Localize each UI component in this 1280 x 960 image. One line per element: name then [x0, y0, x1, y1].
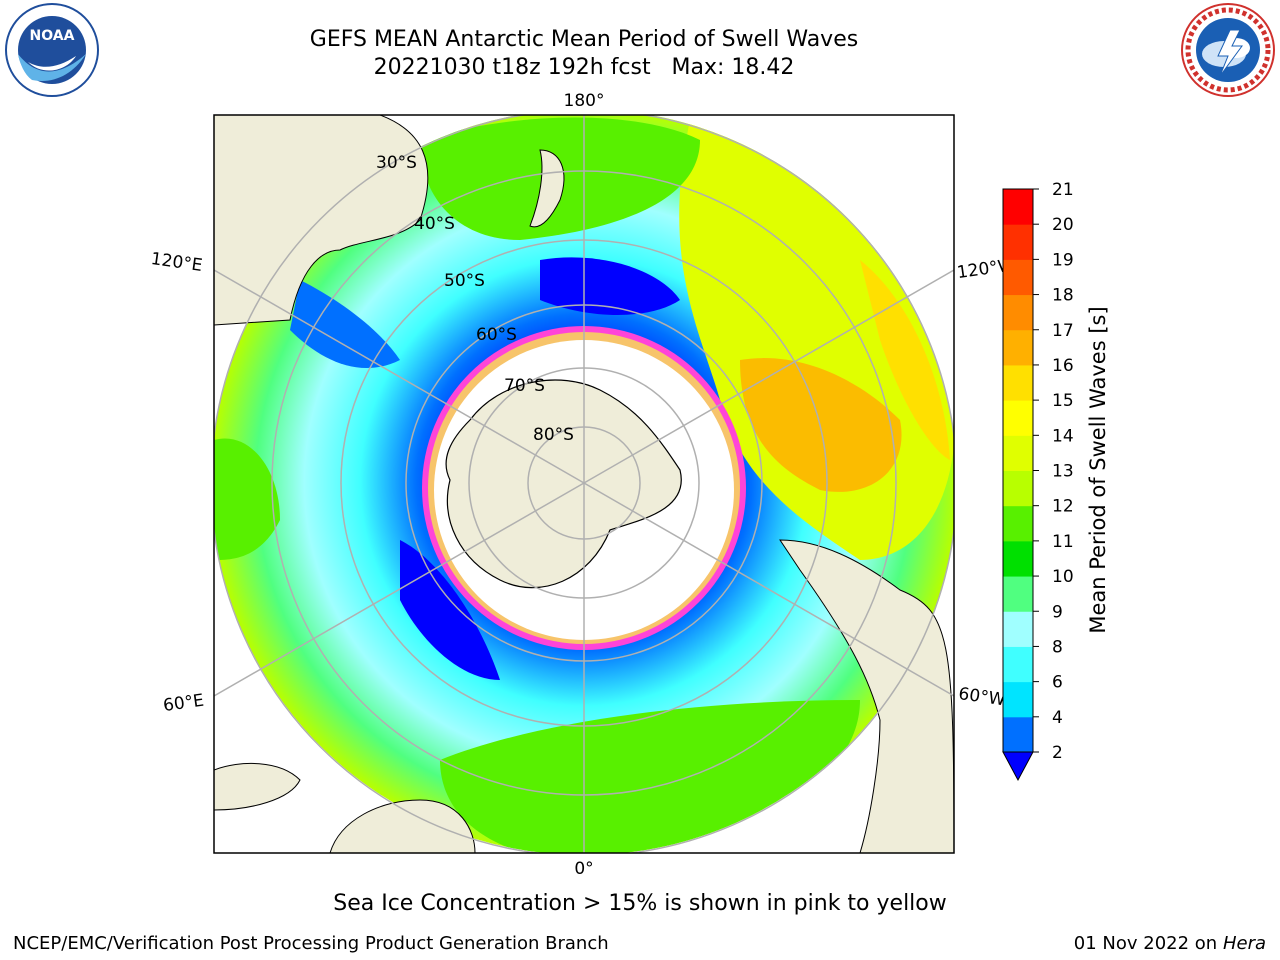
colorbar-segment — [1003, 329, 1033, 366]
colorbar-tick-label: 20 — [1052, 215, 1074, 235]
lat-label-80s: 80°S — [533, 425, 574, 445]
madagascar-land — [214, 762, 301, 811]
colorbar: 2 4 6 8 9 10 11 12 13 14 15 16 17 18 19 20 21 — [1002, 180, 1074, 782]
lon-label-180: 180° — [564, 91, 605, 111]
colorbar-segment — [1003, 646, 1033, 683]
noaa-logo-text: NOAA — [30, 28, 75, 44]
map-frame — [213, 114, 955, 854]
colorbar-segment — [1003, 224, 1033, 260]
swell-region-indian-west — [214, 438, 280, 560]
generation-date: 01 Nov 2022 on Hera — [1074, 933, 1266, 954]
generation-date-text: 01 Nov 2022 on — [1073, 933, 1218, 954]
noaa-logo-icon: NOAA — [2, 2, 102, 98]
new-zealand-land — [529, 149, 565, 228]
colorbar-segment — [1003, 681, 1033, 718]
colorbar-tick-label: 8 — [1052, 637, 1063, 657]
antarctica-land — [445, 379, 682, 589]
lat-label-40s: 40°S — [414, 214, 455, 234]
lon-label-60e: 60°E — [162, 691, 205, 716]
lon-label-0: 0° — [574, 859, 593, 879]
colorbar-tick-label: 13 — [1052, 462, 1074, 482]
colorbar-segment — [1003, 259, 1033, 296]
chart-subtitle: 20221030 t18z 192h fcst Max: 18.42 — [373, 55, 795, 80]
colorbar-segment — [1003, 716, 1033, 753]
colorbar-tick-label: 15 — [1052, 391, 1074, 411]
colorbar-tick-label: 9 — [1052, 602, 1063, 622]
producer-credit: NCEP/EMC/Verification Post Processing Pr… — [13, 933, 609, 954]
colorbar-tick-label: 2 — [1052, 743, 1063, 763]
colorbar-tick-label: 6 — [1052, 673, 1063, 693]
colorbar-segment — [1003, 189, 1033, 225]
longitude-gridlines — [214, 115, 954, 853]
colorbar-tick-label: 14 — [1052, 426, 1074, 446]
colorbar-segment — [1003, 576, 1033, 612]
lon-label-60w: 60°W — [957, 684, 1006, 710]
lon-label-120e: 120°E — [150, 249, 204, 276]
lat-label-50s: 50°S — [444, 271, 485, 291]
colorbar-segment — [1003, 540, 1033, 577]
africa-land — [329, 799, 476, 853]
lat-label-30s: 30°S — [376, 153, 417, 173]
colorbar-segment — [1003, 400, 1033, 436]
national-weather-service-logo-icon — [1178, 2, 1278, 98]
colorbar-segment — [1003, 435, 1033, 471]
colorbar-tick-label: 18 — [1052, 286, 1074, 306]
swell-region-australia-south — [290, 280, 400, 369]
australia-land — [214, 115, 429, 326]
colorbar-extend-arrow — [1002, 751, 1034, 782]
colorbar-tick-label: 11 — [1052, 532, 1074, 552]
colorbar-tick-label: 10 — [1052, 567, 1074, 587]
colorbar-segment — [1003, 470, 1033, 507]
colorbar-tick-label: 4 — [1052, 708, 1063, 728]
lat-label-70s: 70°S — [504, 376, 545, 396]
colorbar-tick-label: 12 — [1052, 497, 1074, 517]
lat-label-60s: 60°S — [476, 325, 517, 345]
colorbar-tick-label: 17 — [1052, 321, 1074, 341]
colorbar-label: Mean Period of Swell Waves [s] — [1086, 306, 1110, 633]
colorbar-segment — [1003, 505, 1033, 542]
chart-title: GEFS MEAN Antarctic Mean Period of Swell… — [309, 27, 859, 52]
swell-region-east — [860, 260, 950, 460]
swell-region-high-period — [740, 358, 902, 492]
colorbar-tick-label: 19 — [1052, 250, 1074, 270]
colorbar-tick-label: 21 — [1052, 180, 1074, 200]
colorbar-segment — [1003, 294, 1033, 331]
sea-ice-note: Sea Ice Concentration > 15% is shown in … — [333, 891, 947, 916]
colorbar-tick-label: 16 — [1052, 356, 1074, 376]
machine-name: Hera — [1222, 933, 1266, 954]
swell-region-low-period-south — [540, 257, 680, 315]
colorbar-segment — [1003, 611, 1033, 647]
colorbar-segment — [1003, 364, 1033, 401]
